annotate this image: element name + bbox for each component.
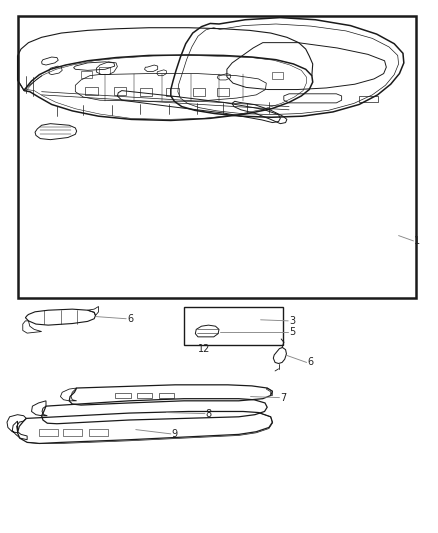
Text: 5: 5 <box>289 327 295 336</box>
Text: 8: 8 <box>206 409 212 418</box>
Text: 3: 3 <box>289 316 295 326</box>
Bar <box>18 16 416 298</box>
Bar <box>184 307 283 345</box>
Text: 1: 1 <box>414 236 420 246</box>
Text: 12: 12 <box>198 344 210 354</box>
Text: 6: 6 <box>307 358 314 367</box>
Text: 9: 9 <box>172 429 178 439</box>
Text: 7: 7 <box>280 393 286 402</box>
Text: 6: 6 <box>127 314 133 324</box>
